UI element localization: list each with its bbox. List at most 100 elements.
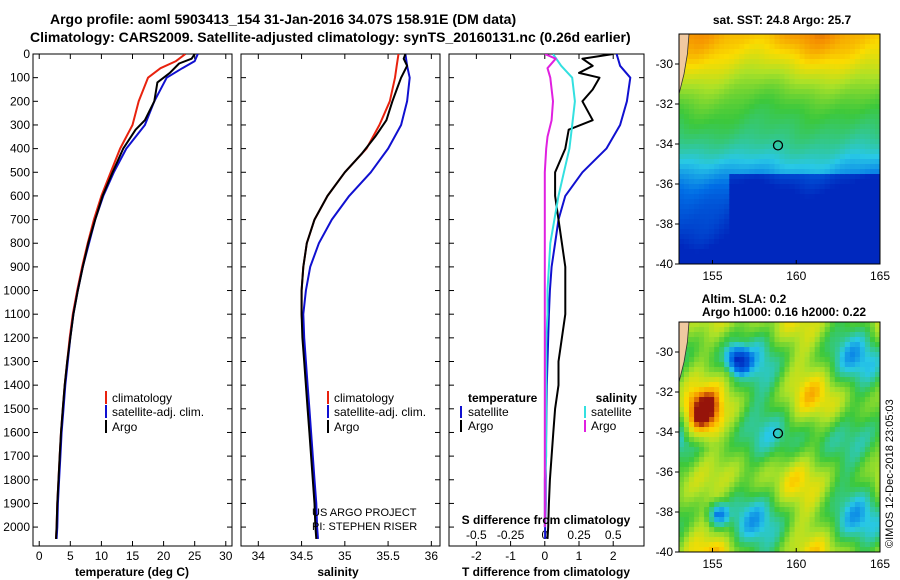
map-cell <box>799 412 806 418</box>
map-cell <box>729 34 735 40</box>
map-cell <box>699 159 705 165</box>
map-cell <box>729 249 735 255</box>
map-cell <box>719 199 725 205</box>
map-cell <box>769 472 776 478</box>
map-cell <box>759 214 765 220</box>
map-cell <box>754 512 760 518</box>
map-cell <box>764 442 770 448</box>
map-cell <box>754 209 760 215</box>
map-cell <box>789 422 796 428</box>
map-cell <box>794 412 801 418</box>
map-cell <box>724 129 730 135</box>
map-cell <box>809 189 816 195</box>
map-cell <box>714 149 720 155</box>
map-cell <box>829 199 836 205</box>
map-cell <box>875 407 880 413</box>
map-cell <box>839 69 846 75</box>
map-cell <box>839 239 846 245</box>
map-cell <box>719 522 725 528</box>
map-cell <box>794 144 801 150</box>
map-cell <box>829 109 836 115</box>
map-cell <box>849 442 856 448</box>
map-cell <box>870 239 876 245</box>
map-cell <box>729 357 735 363</box>
temperature-xlabel: temperature (deg C) <box>75 565 189 579</box>
float-position-marker <box>772 428 784 439</box>
map-cell <box>684 512 690 518</box>
map-cell <box>769 407 776 413</box>
map-cell <box>724 397 730 403</box>
map-cell <box>854 352 861 358</box>
map-cell <box>859 457 866 463</box>
map-cell <box>679 129 685 135</box>
map-cell <box>719 69 725 75</box>
map-cell <box>859 412 866 418</box>
map-cell <box>794 164 801 170</box>
map-cell <box>799 397 806 403</box>
map-cell <box>724 64 730 70</box>
map-cell <box>824 382 831 388</box>
map-cell <box>694 452 700 458</box>
map-cell <box>739 417 745 423</box>
map-cell <box>709 332 715 338</box>
map-cell <box>834 337 841 343</box>
map-cell <box>839 382 846 388</box>
map-cell <box>729 64 735 70</box>
series-line-t-argo <box>546 54 614 539</box>
map-cell <box>799 84 806 90</box>
map-cell <box>864 517 871 523</box>
map-cell <box>839 74 846 80</box>
map-cell <box>814 362 821 368</box>
map-cell <box>804 417 811 423</box>
map-cell <box>834 154 841 160</box>
map-cell <box>804 497 811 503</box>
map-cell <box>689 437 695 443</box>
map-cell <box>814 109 821 115</box>
map-cell <box>704 327 710 333</box>
map-cell <box>824 402 831 408</box>
map-cell <box>689 154 695 160</box>
map-cell <box>714 104 720 110</box>
map-cell <box>714 109 720 115</box>
map-cell <box>844 412 851 418</box>
map-cell <box>714 467 720 473</box>
map-cell <box>749 542 755 548</box>
map-cell <box>684 372 690 378</box>
map-cell <box>844 417 851 423</box>
map-cell <box>834 204 841 210</box>
map-cell <box>684 229 690 235</box>
map-cell <box>734 387 740 393</box>
map-cell <box>859 39 866 45</box>
map-cell <box>809 259 816 264</box>
map-cell <box>794 139 801 145</box>
map-cell <box>809 497 816 503</box>
map-cell <box>824 54 831 60</box>
salinity-legend: climatology satellite-adj. clim. Argo <box>327 391 426 434</box>
map-cell <box>789 412 796 418</box>
map-cell <box>769 194 776 200</box>
map-cell <box>689 64 695 70</box>
map-cell <box>844 532 851 538</box>
map-cell <box>699 352 705 358</box>
map-cell <box>704 472 710 478</box>
map-cell <box>839 502 846 508</box>
map-cell <box>809 239 816 245</box>
map-cell <box>744 139 750 145</box>
map-cell <box>734 532 740 538</box>
map-cell <box>754 169 760 175</box>
map-cell <box>754 507 760 513</box>
map-cell <box>859 447 866 453</box>
map-cell <box>704 432 710 438</box>
map-cell <box>799 49 806 55</box>
map-cell <box>804 342 811 348</box>
map-cell <box>699 39 705 45</box>
map-cell <box>754 537 760 543</box>
map-cell <box>714 244 720 250</box>
map-cell <box>854 249 861 255</box>
map-cell <box>799 54 806 60</box>
map-cell <box>744 537 750 543</box>
map-cell <box>829 537 836 543</box>
map-cell <box>854 129 861 135</box>
map-cell <box>849 457 856 463</box>
map-cell <box>870 327 876 333</box>
